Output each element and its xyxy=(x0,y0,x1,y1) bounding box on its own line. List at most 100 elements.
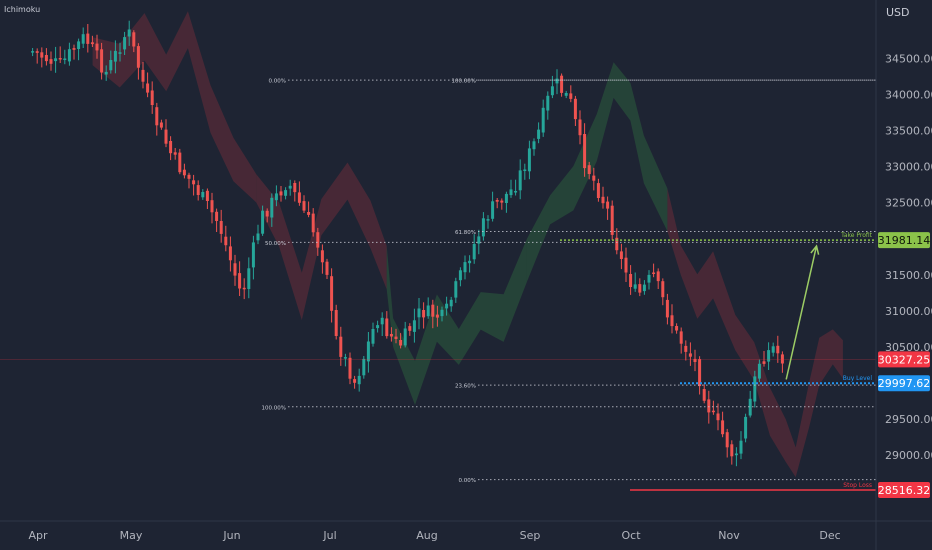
candle-body xyxy=(555,78,559,84)
candle xyxy=(399,333,403,349)
candle xyxy=(394,328,398,344)
projection-arrow-line[interactable] xyxy=(785,245,818,380)
candle-body xyxy=(504,193,508,203)
candle-body xyxy=(274,193,278,201)
buy-level-tag[interactable] xyxy=(878,375,930,392)
candle xyxy=(210,192,214,224)
candle xyxy=(578,110,582,145)
candle xyxy=(463,255,467,280)
price-tick-label: 31500.00 xyxy=(885,269,932,282)
candle xyxy=(159,119,163,130)
candle xyxy=(178,148,182,175)
candle-body xyxy=(629,274,633,287)
stop-loss-tag[interactable] xyxy=(878,482,930,498)
candle xyxy=(219,209,223,243)
candle xyxy=(693,349,697,372)
candle-body xyxy=(748,398,752,416)
time-tick-label: May xyxy=(120,529,143,542)
candle-body xyxy=(164,129,168,144)
candle xyxy=(380,312,384,336)
candle-body xyxy=(219,221,223,234)
candle-body xyxy=(665,299,669,318)
candle xyxy=(146,72,150,98)
candle-body xyxy=(440,309,444,317)
currency-label: USD xyxy=(886,6,910,19)
candle-body xyxy=(247,268,251,289)
indicator-label[interactable]: Ichimoku xyxy=(4,5,40,14)
candle xyxy=(486,215,490,229)
candle xyxy=(320,244,324,274)
candle-body xyxy=(339,336,343,357)
candle xyxy=(417,298,421,330)
candle-body xyxy=(583,134,587,169)
candle-body xyxy=(54,58,58,62)
candle xyxy=(445,296,449,316)
candle-body xyxy=(739,440,743,454)
price-tick-label: 33500.00 xyxy=(885,125,932,138)
candle-body xyxy=(711,410,715,413)
candle xyxy=(81,27,85,48)
candle-body xyxy=(610,205,614,235)
candle-body xyxy=(279,191,283,196)
candle xyxy=(141,62,145,89)
candle-body xyxy=(63,58,67,60)
candle-body xyxy=(734,453,738,456)
time-axis[interactable]: Apr May Jun Jul Aug Sep Oct Nov Dec xyxy=(28,529,840,542)
candle xyxy=(150,81,154,114)
candle xyxy=(633,272,637,292)
candle xyxy=(449,296,453,312)
candle-body xyxy=(744,416,748,439)
candle-body xyxy=(256,233,260,241)
candle xyxy=(670,304,674,334)
candle-body xyxy=(141,69,145,82)
candle-body xyxy=(251,242,255,268)
candle xyxy=(587,161,591,180)
candle-body xyxy=(688,353,692,357)
last-price-tag[interactable] xyxy=(878,351,930,368)
candle-body xyxy=(468,260,472,264)
candle-body xyxy=(132,32,136,47)
candle-body xyxy=(357,375,361,385)
candle xyxy=(412,308,416,343)
candle-body xyxy=(136,46,140,68)
candle xyxy=(265,208,269,223)
candle-body xyxy=(716,413,720,421)
fibonacci-left-label-2: 100.00% xyxy=(262,405,286,411)
candle-body xyxy=(624,257,628,273)
candle xyxy=(767,342,771,370)
candle-body xyxy=(366,341,370,362)
candle-body xyxy=(371,329,375,344)
candle xyxy=(205,188,209,209)
candle-body xyxy=(35,51,39,53)
candle-body xyxy=(606,201,610,209)
candle xyxy=(734,447,738,467)
candle xyxy=(288,179,292,196)
candle xyxy=(169,136,173,161)
candle xyxy=(357,368,361,392)
candle-body xyxy=(541,107,545,133)
candle xyxy=(583,123,587,177)
candles-layer xyxy=(31,20,784,467)
candle xyxy=(491,191,495,222)
candle xyxy=(684,340,688,361)
candle-body xyxy=(192,180,196,185)
time-tick-label: Jun xyxy=(222,529,240,542)
candle xyxy=(698,356,702,395)
candle-body xyxy=(527,148,531,172)
candle-body xyxy=(592,175,596,181)
candle xyxy=(302,195,306,213)
candle-body xyxy=(500,200,504,203)
candle xyxy=(652,263,656,278)
candle-body xyxy=(463,262,467,273)
price-axis[interactable]: 34500.00 34000.00 33500.00 33000.00 32500.00… xyxy=(885,53,932,463)
candle-body xyxy=(330,276,334,311)
candle xyxy=(771,342,775,357)
take-profit-tag[interactable] xyxy=(878,232,930,249)
candle-body xyxy=(320,250,324,263)
candle xyxy=(665,293,669,325)
candle xyxy=(753,370,757,408)
candle xyxy=(389,327,393,342)
candle xyxy=(228,236,232,272)
candle xyxy=(702,384,706,404)
